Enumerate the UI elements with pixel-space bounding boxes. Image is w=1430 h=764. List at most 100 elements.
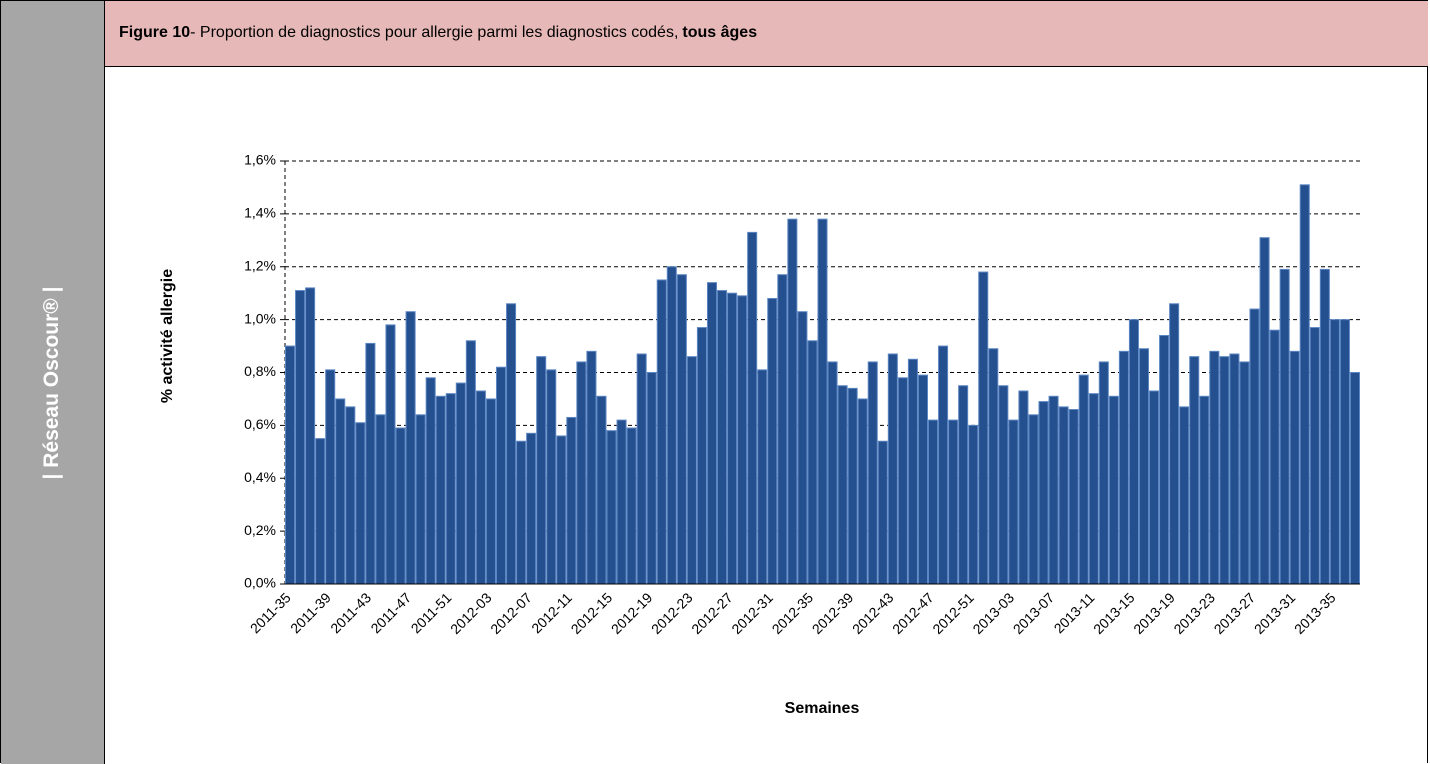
bar bbox=[495, 366, 507, 585]
bar bbox=[465, 340, 476, 585]
y-tick-label: 0,6% bbox=[244, 416, 276, 432]
bar bbox=[516, 440, 527, 585]
figure-title: - Proportion de diagnostics pour allergi… bbox=[190, 24, 679, 41]
bar bbox=[676, 274, 687, 585]
bar bbox=[1309, 327, 1320, 585]
x-tick-label: 2012-51 bbox=[929, 589, 977, 637]
bar bbox=[395, 427, 406, 585]
bar bbox=[295, 290, 306, 585]
bar bbox=[1279, 268, 1290, 585]
bar bbox=[686, 356, 697, 585]
bar bbox=[1169, 303, 1180, 585]
bar bbox=[1018, 390, 1029, 585]
x-tick-label: 2012-15 bbox=[568, 589, 616, 637]
bar bbox=[747, 231, 758, 585]
y-axis-label: % activité allergie bbox=[159, 269, 176, 403]
x-tick-label: 2011-39 bbox=[287, 589, 334, 636]
bar bbox=[285, 345, 296, 585]
bar bbox=[606, 430, 617, 585]
bar bbox=[1149, 390, 1160, 585]
bar bbox=[365, 342, 376, 585]
bar bbox=[1299, 184, 1310, 585]
bar bbox=[335, 398, 346, 585]
bar bbox=[526, 432, 537, 585]
bar bbox=[1138, 348, 1150, 585]
x-tick-label: 2013-35 bbox=[1291, 589, 1339, 637]
x-tick-label: 2012-11 bbox=[528, 589, 575, 636]
bar bbox=[566, 416, 577, 585]
bar bbox=[847, 387, 858, 585]
bar bbox=[405, 311, 416, 585]
bar bbox=[797, 311, 808, 585]
x-tick-label: 2012-39 bbox=[809, 589, 857, 637]
bar bbox=[666, 266, 677, 585]
x-tick-label: 2012-23 bbox=[648, 589, 696, 637]
x-tick-label: 2013-11 bbox=[1051, 589, 1098, 636]
bar bbox=[737, 295, 748, 585]
bar bbox=[897, 377, 908, 585]
bar bbox=[1058, 406, 1069, 585]
x-tick-label: 2012-19 bbox=[608, 589, 656, 637]
x-tick-label: 2013-15 bbox=[1090, 589, 1138, 637]
bar bbox=[1239, 361, 1250, 585]
y-tick-label: 0,0% bbox=[244, 575, 276, 591]
bar bbox=[546, 369, 557, 585]
x-axis-label: Semaines bbox=[785, 700, 860, 717]
bar bbox=[1199, 395, 1210, 585]
bar bbox=[706, 282, 718, 585]
y-tick-label: 0,2% bbox=[244, 522, 276, 538]
bar bbox=[1068, 409, 1079, 585]
bar bbox=[475, 390, 486, 585]
x-tick-label: 2012-35 bbox=[769, 589, 817, 637]
bar bbox=[315, 438, 326, 585]
bar bbox=[1209, 350, 1220, 585]
bar bbox=[867, 361, 878, 585]
bar bbox=[948, 419, 959, 585]
bar bbox=[646, 372, 657, 585]
bar bbox=[696, 327, 707, 585]
x-tick-label: 2013-23 bbox=[1170, 589, 1218, 637]
bar bbox=[807, 340, 818, 585]
figure-label: Figure 10 bbox=[119, 24, 191, 41]
bar bbox=[787, 218, 798, 585]
x-tick-label: 2012-43 bbox=[849, 589, 897, 637]
bar bbox=[767, 297, 778, 585]
title-emphasis: tous âges bbox=[682, 24, 758, 41]
x-tick-label: 2013-31 bbox=[1251, 589, 1299, 637]
bar bbox=[1078, 374, 1089, 585]
y-tick-label: 1,0% bbox=[244, 310, 276, 326]
x-tick-label: 2013-19 bbox=[1130, 589, 1178, 637]
bar bbox=[385, 324, 396, 585]
bar bbox=[485, 398, 496, 585]
bar bbox=[435, 395, 446, 585]
bar bbox=[576, 361, 587, 585]
bar bbox=[1189, 356, 1200, 585]
bar bbox=[827, 361, 838, 585]
bar bbox=[1008, 419, 1019, 585]
bar bbox=[1269, 329, 1280, 585]
bar bbox=[857, 398, 868, 585]
x-tick-label: 2013-07 bbox=[1010, 589, 1058, 637]
x-tick-label: 2012-27 bbox=[688, 589, 736, 637]
bar bbox=[1229, 353, 1240, 585]
bar bbox=[927, 419, 939, 585]
bar bbox=[1108, 395, 1119, 585]
bar bbox=[1128, 319, 1139, 585]
bar bbox=[586, 350, 597, 585]
bar bbox=[616, 419, 627, 585]
bar bbox=[636, 353, 647, 585]
bar bbox=[506, 303, 517, 585]
bar bbox=[877, 440, 888, 585]
bar bbox=[998, 385, 1009, 585]
bar bbox=[817, 218, 828, 585]
y-tick-label: 0,4% bbox=[244, 469, 276, 485]
y-tick-label: 1,2% bbox=[244, 257, 276, 273]
bar bbox=[536, 356, 547, 585]
bar bbox=[1088, 393, 1099, 585]
bar bbox=[596, 395, 607, 585]
bar bbox=[1118, 350, 1129, 585]
bar bbox=[1259, 237, 1270, 585]
bar bbox=[887, 353, 898, 585]
